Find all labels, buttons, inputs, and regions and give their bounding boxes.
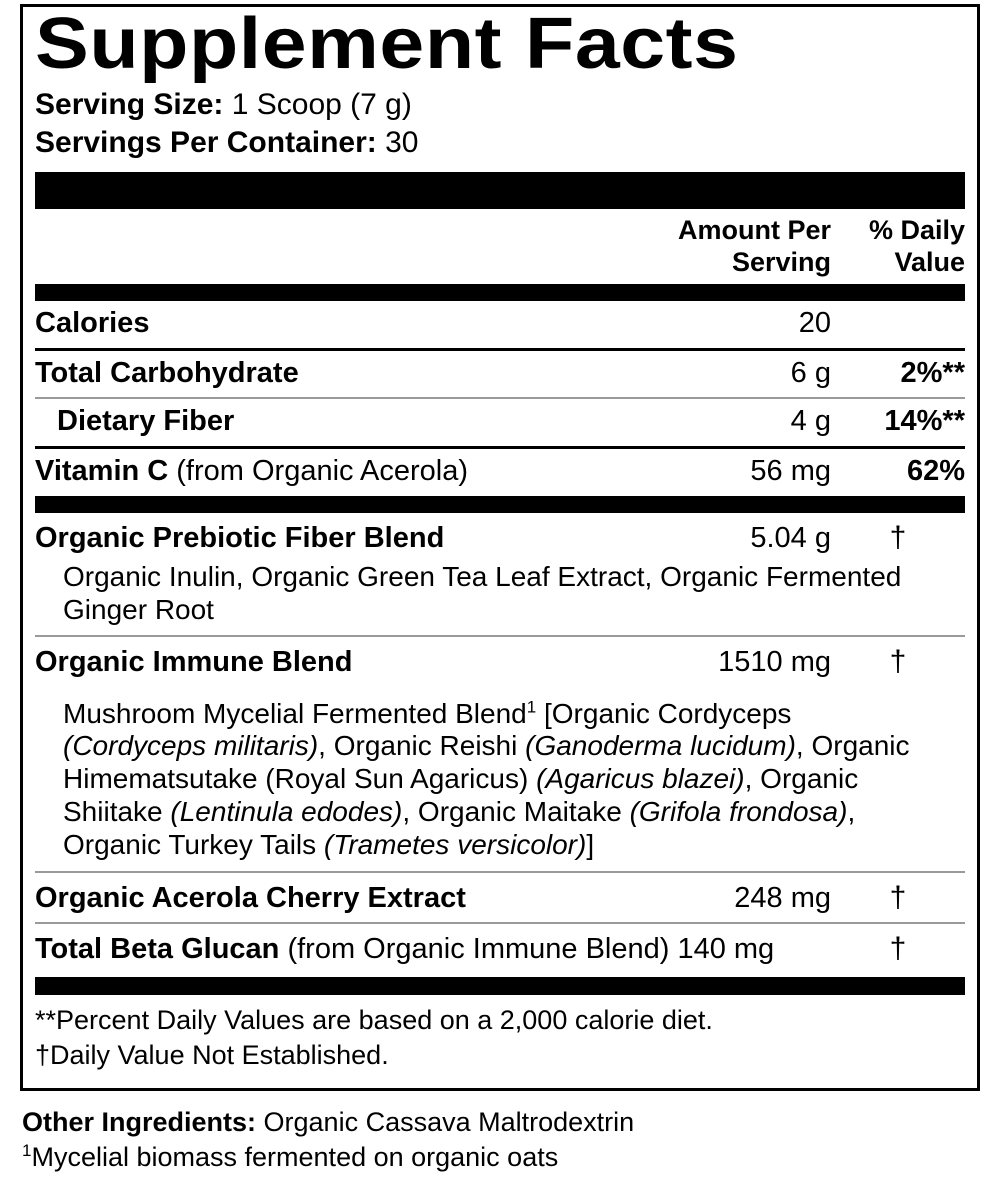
dagger-icon: † (889, 881, 907, 915)
dagger-icon: † (889, 644, 907, 678)
nutrient-name: Calories (35, 306, 150, 339)
row-separator (35, 634, 965, 637)
dagger-icon: † (889, 932, 907, 966)
species-latin-name: (Agaricus blazei) (536, 763, 745, 795)
nutrient-amount: 6 g (790, 356, 831, 389)
table-row-dietary-fiber: Dietary Fiber 4 g 14%** (35, 399, 965, 446)
blend-name: Total Beta Glucan (35, 933, 280, 966)
nutrient-name-source: (from Organic Acerola) (168, 455, 468, 488)
daily-value-header: % Daily Value (831, 215, 965, 278)
species-common-name: , Organic Reishi (318, 730, 526, 762)
prebiotic-blend-description: Organic Inulin, Organic Green Tea Leaf E… (63, 561, 902, 626)
mushroom-species-list: (Cordyceps militaris), Organic Reishi (G… (63, 730, 910, 859)
servings-per-container-line: Servings Per Container: 30 (35, 124, 965, 162)
footnotes-block: **Percent Daily Values are based on a 2,… (35, 995, 965, 1088)
blend-name: Organic Acerola Cherry Extract (35, 882, 466, 915)
table-row-acerola-cherry-extract: Organic Acerola Cherry Extract 248 mg † (35, 873, 965, 922)
rule-thick-top (35, 172, 965, 210)
species-common-name: ] (586, 828, 595, 860)
dv-header-line2: Value (894, 246, 965, 277)
blend-amount: 1510 mg (718, 645, 831, 678)
serving-size-value: 1 Scoop (7 g) (231, 87, 412, 121)
nutrient-amount: 56 mg (750, 455, 831, 488)
nutrient-name: Vitamin C (from Organic Acerola) (35, 453, 645, 491)
rule-medium-headers (35, 283, 965, 301)
table-row-prebiotic-fiber-blend: Organic Prebiotic Fiber Blend 5.04 g † (35, 513, 965, 562)
nutrient-name-bold: Vitamin C (35, 455, 169, 488)
nutrient-daily-value: 62% (906, 455, 965, 488)
mycelial-footnote-text: Mycelial biomass fermented on organic oa… (31, 1142, 559, 1173)
table-row-calories: Calories 20 (35, 301, 965, 348)
nutrient-amount: 20 (798, 306, 831, 339)
table-row-total-beta-glucan: Total Beta Glucan (from Organic Immune B… (35, 924, 965, 973)
species-latin-name: (Grifola frondosa) (629, 795, 848, 827)
nutrient-name: Total Carbohydrate (35, 356, 299, 389)
blend-amount: 248 mg (734, 882, 831, 915)
serving-size-line: Serving Size: 1 Scoop (7 g) (35, 86, 965, 124)
species-latin-name: (Cordyceps militaris) (63, 730, 319, 762)
dagger-icon: † (889, 520, 907, 554)
blend-name: Organic Prebiotic Fiber Blend (35, 521, 445, 554)
other-ingredients-value: Organic Cassava Maltrodextrin (256, 1106, 635, 1137)
other-ingredients-line: Other Ingredients: Organic Cassava Maltr… (22, 1105, 978, 1140)
page-title: Supplement Facts (35, 4, 739, 84)
amount-header-line2: Serving (731, 246, 831, 277)
other-ingredients-block: Other Ingredients: Organic Cassava Maltr… (20, 1091, 980, 1175)
species-latin-name: (Lentinula edodes) (170, 795, 403, 827)
supplement-facts-panel: Supplement Facts Serving Size: 1 Scoop (… (20, 4, 980, 1091)
percent-daily-value-note: **Percent Daily Values are based on a 2,… (35, 1004, 713, 1035)
column-headers: Amount Per Serving % Daily Value (35, 209, 965, 284)
immune-desc-open: [Organic Cordyceps (536, 697, 792, 729)
immune-desc-lead: Mushroom Mycelial Fermented Blend (63, 697, 527, 729)
species-latin-name: (Ganoderma lucidum) (525, 730, 796, 762)
species-common-name: , Organic Maitake (402, 795, 630, 827)
row-separator (35, 347, 965, 351)
amount-per-serving-header: Amount Per Serving (645, 215, 831, 278)
servings-per-container-value: 30 (385, 125, 419, 159)
servings-per-container-label: Servings Per Container: (35, 125, 377, 159)
immune-blend-description: Mushroom Mycelial Fermented Blend1 [Orga… (35, 686, 965, 872)
nutrient-daily-value: 14%** (884, 405, 965, 438)
footnote-marker: 1 (22, 1141, 32, 1161)
blend-name-group: Total Beta Glucan (from Organic Immune B… (35, 931, 831, 969)
blend-amount: 5.04 g (750, 521, 831, 554)
species-latin-name: (Trametes versicolor) (323, 828, 587, 860)
dagger-note: †Daily Value Not Established. (35, 1040, 389, 1071)
row-separator (35, 922, 965, 925)
rule-footer (35, 976, 965, 995)
other-ingredients-label: Other Ingredients: (22, 1106, 257, 1137)
species-common-name: , Organic Turkey Tails (63, 795, 856, 860)
row-separator (35, 446, 965, 450)
table-row-total-carbohydrate: Total Carbohydrate 6 g 2%** (35, 351, 965, 398)
footnote-marker: 1 (526, 697, 537, 717)
amount-header-line1: Amount Per (677, 215, 831, 246)
table-row-vitamin-c: Vitamin C (from Organic Acerola) 56 mg 6… (35, 449, 965, 496)
nutrient-name: Dietary Fiber (57, 405, 235, 438)
species-common-name: , Organic Himematsutake (Royal Sun Agari… (63, 730, 910, 795)
dv-header-line1: % Daily (868, 215, 965, 246)
rule-medium-blends (35, 495, 965, 513)
nutrient-amount: 4 g (790, 405, 831, 438)
blend-source-and-amount: (from Organic Immune Blend) 140 mg (279, 933, 775, 966)
mycelial-footnote-line: 1Mycelial biomass fermented on organic o… (22, 1140, 978, 1175)
nutrient-daily-value: 2%** (900, 356, 966, 389)
blend-name: Organic Immune Blend (35, 645, 353, 678)
table-row-immune-blend: Organic Immune Blend 1510 mg † (35, 637, 965, 686)
row-separator (35, 871, 965, 874)
species-common-name: , Organic Shiitake (63, 763, 859, 827)
serving-size-label: Serving Size: (35, 87, 224, 121)
row-separator (35, 397, 965, 400)
